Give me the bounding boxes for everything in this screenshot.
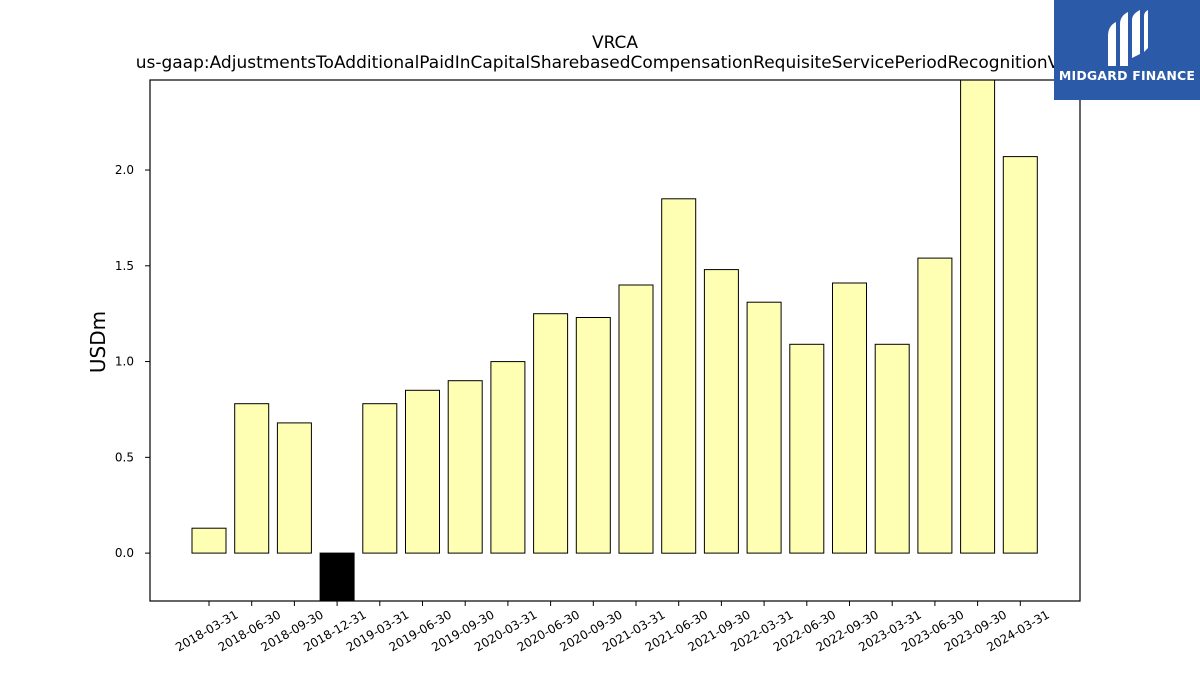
bar-2018-06-30 (234, 403, 270, 554)
bar-2023-03-31 (874, 343, 910, 554)
bar-2023-06-30 (917, 257, 953, 554)
bar-2024-03-31 (1002, 156, 1038, 554)
brand-logo: MIDGARD FINANCE (1054, 0, 1200, 100)
bar-2022-03-31 (746, 301, 782, 554)
bar-2022-06-30 (789, 343, 825, 554)
bar-2018-12-31 (319, 552, 355, 601)
plot-frame (149, 79, 1081, 602)
bar-2022-09-30 (832, 282, 867, 554)
brand-name: MIDGARD FINANCE (1058, 68, 1196, 83)
x-axis: 2018-03-312018-06-302018-09-302018-12-31… (173, 601, 1052, 654)
bar-2018-03-31 (191, 527, 227, 554)
bar-2019-03-31 (362, 403, 398, 554)
chart-title: VRCA (592, 33, 638, 53)
y-tick-label: 0.5 (115, 450, 134, 464)
bar-2021-06-30 (661, 198, 697, 554)
y-axis: 0.0 0.5 1.0 1.5 2.0 (115, 163, 150, 560)
bar-2020-03-31 (490, 361, 526, 554)
bars-group (191, 80, 1038, 601)
midgard-logo-icon (1108, 10, 1148, 66)
bar-2019-09-30 (447, 380, 483, 554)
y-tick-label: 1.5 (115, 259, 134, 273)
chart-subtitle: us-gaap:AdjustmentsToAdditionalPaidInCap… (136, 53, 1095, 73)
y-tick-label: 2.0 (115, 163, 134, 177)
y-tick-label: 1.0 (115, 355, 134, 369)
y-axis-label: USDm (86, 311, 110, 373)
bar-2020-09-30 (575, 317, 611, 554)
bar-2023-09-30 (960, 80, 996, 554)
bar-2021-09-30 (703, 269, 739, 554)
y-tick-label: 0.0 (115, 546, 134, 560)
bar-2021-03-31 (618, 284, 654, 554)
bar-2019-06-30 (405, 389, 440, 554)
bar-2020-06-30 (533, 313, 569, 554)
bar-2018-09-30 (276, 422, 312, 554)
